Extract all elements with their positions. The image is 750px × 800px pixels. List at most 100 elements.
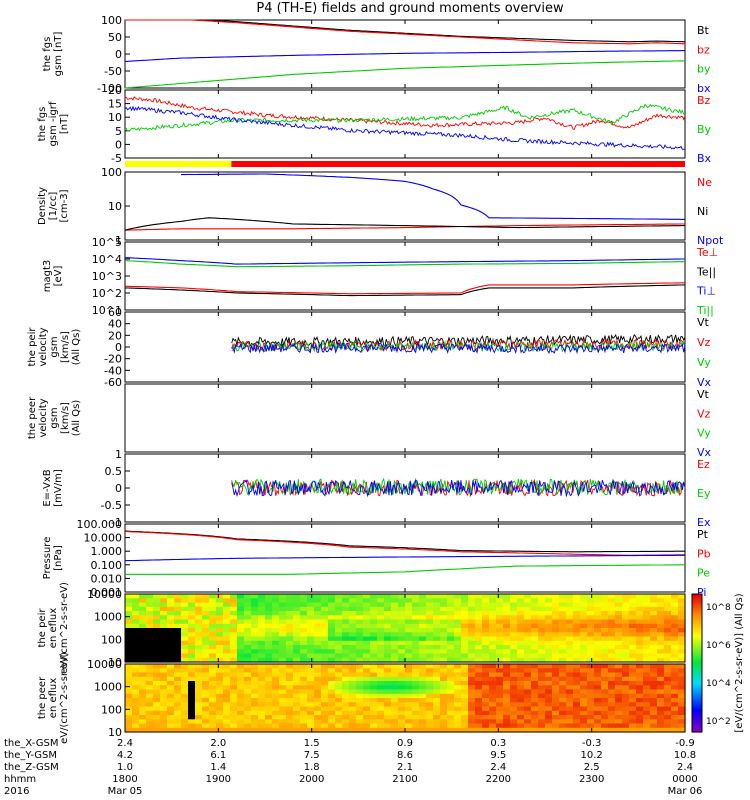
peir-spectrogram-cell: [538, 645, 546, 650]
peer-spectrogram-cell: [279, 689, 287, 695]
peer-spectrogram-cell: [426, 693, 434, 699]
peer-spectrogram-cell: [258, 723, 266, 729]
peer-spectrogram-cell: [636, 727, 644, 733]
peer-spectrogram-cell: [608, 689, 616, 695]
peir-spectrogram-cell: [545, 649, 553, 655]
peer-spectrogram-cell: [125, 668, 133, 674]
peer-spectrogram-cell: [552, 664, 560, 669]
peir-spectrogram-cell: [454, 598, 462, 604]
peir-spectrogram-cell: [146, 653, 154, 659]
peir-spectrogram-cell: [314, 649, 322, 655]
peir-spectrogram-cell: [433, 598, 441, 604]
peer-spectrogram-cell: [489, 715, 497, 720]
colorbar-segment: [692, 623, 702, 627]
peir-spectrogram-cell: [335, 619, 343, 625]
peer-spectrogram-cell: [531, 693, 539, 699]
peir-spectrogram-cell: [328, 602, 336, 608]
peir-spectrogram-cell: [622, 653, 630, 659]
peer-spectrogram-cell: [244, 719, 252, 725]
peir-spectrogram-cell: [349, 640, 357, 646]
peir-spectrogram-cell: [622, 611, 630, 616]
peir-spectrogram-cell: [195, 619, 203, 625]
peir-spectrogram-cell: [265, 598, 273, 604]
peer-spectrogram-cell: [174, 706, 182, 712]
peir-spectrogram-cell: [314, 619, 322, 625]
peir-spectrogram-cell: [398, 653, 406, 659]
peer-spectrogram-cell: [538, 672, 546, 678]
peer-spectrogram-cell: [566, 676, 574, 682]
peir-spectrogram-cell: [251, 657, 259, 663]
peer-spectrogram-cell: [678, 706, 686, 712]
peir-spectrogram-cell: [321, 653, 329, 659]
peir-spectrogram-cell: [482, 619, 490, 625]
fgs-gsm-frame: [124, 19, 686, 89]
peer-spectrogram-cell: [433, 668, 441, 674]
peer-spectrogram-cell: [391, 685, 399, 691]
colorbar-segment: [692, 596, 702, 600]
peir-spectrogram-cell: [153, 628, 161, 633]
peer-spectrogram-cell: [209, 668, 217, 674]
peer-spectrogram-cell: [545, 685, 553, 691]
peir-spectrogram-cell: [678, 623, 686, 629]
peer-spectrogram-cell: [321, 668, 329, 674]
peir-spectrogram-cell: [433, 628, 441, 633]
peir-spectrogram-cell: [216, 657, 224, 663]
peir-spectrogram-cell: [426, 657, 434, 663]
peer-spectrogram-cell: [461, 676, 469, 682]
peer-spectrogram-cell: [251, 689, 259, 695]
peer-spectrogram-cell: [293, 723, 301, 729]
peer-spectrogram-cell: [580, 672, 588, 678]
peer-spectrogram-cell: [615, 693, 623, 699]
peer-spectrogram-cell: [531, 727, 539, 733]
peer-spectrogram-cell: [321, 723, 329, 729]
peir-spectrogram-cell: [440, 649, 448, 655]
peir-spectrogram-cell: [167, 602, 175, 608]
peer-spectrogram-cell: [391, 681, 399, 686]
peir-spectrogram-cell: [251, 594, 259, 599]
fgs-gsm-series-bx: [124, 50, 685, 63]
peir-spectrogram-cell: [447, 611, 455, 616]
peer-spectrogram-cell: [293, 681, 301, 686]
peir-spectrogram-cell: [650, 632, 658, 638]
peer-spectrogram-cell: [615, 681, 623, 686]
peer-spectrogram-cell: [146, 706, 154, 712]
peer-spectrogram-cell: [468, 723, 476, 729]
peir-spectrogram-cell: [629, 657, 637, 663]
peer-spectrogram-cell: [321, 706, 329, 712]
pressure-legend-Pt: Pt: [697, 528, 709, 541]
peer-spectrogram-cell: [223, 719, 231, 725]
peer-spectrogram-cell: [594, 693, 602, 699]
peir-spectrogram-cell: [587, 606, 595, 612]
peir-spectrogram-cell: [440, 606, 448, 612]
peir-spectrogram-cell: [538, 632, 546, 638]
peer-spectrogram-cell: [405, 664, 413, 669]
peer-spectrogram-cell: [594, 681, 602, 686]
peir-spectrogram-cell: [174, 598, 182, 604]
pressure-ytick-label: 0.001: [91, 586, 123, 599]
peir-spectrogram-cell: [587, 594, 595, 599]
peir-spectrogram-cell: [643, 653, 651, 659]
peer-spectrogram-cell: [251, 668, 259, 674]
peer-spectrogram-cell: [391, 664, 399, 669]
peer-spectrogram-cell: [230, 693, 238, 699]
peer-spectrogram-cell: [209, 689, 217, 695]
peer-spectrogram-cell: [587, 702, 595, 708]
peir-spectrogram-cell: [552, 645, 560, 650]
peer-spectrogram-cell: [482, 693, 490, 699]
peer-spectrogram-cell: [167, 672, 175, 678]
peir-velocity-series-Vy: [231, 340, 686, 353]
peer-spectrogram-cell: [580, 676, 588, 682]
peir-spectrogram-cell: [412, 653, 420, 659]
peer-spectrogram-cell: [580, 723, 588, 729]
density-legend-Npot: Npot: [697, 234, 724, 247]
peir-spectrogram-cell: [349, 636, 357, 642]
peir-spectrogram-cell: [174, 657, 182, 663]
peir-spectrogram-cell: [454, 623, 462, 629]
peir-spectrogram-cell: [244, 611, 252, 616]
peir-spectrogram-cell: [293, 615, 301, 621]
peir-spectrogram-cell: [531, 619, 539, 625]
peir-spectrogram-cell: [335, 611, 343, 616]
peir-spectrogram-cell: [321, 619, 329, 625]
peir-spectrogram-cell: [230, 640, 238, 646]
peer-spectrogram-cell: [489, 676, 497, 682]
